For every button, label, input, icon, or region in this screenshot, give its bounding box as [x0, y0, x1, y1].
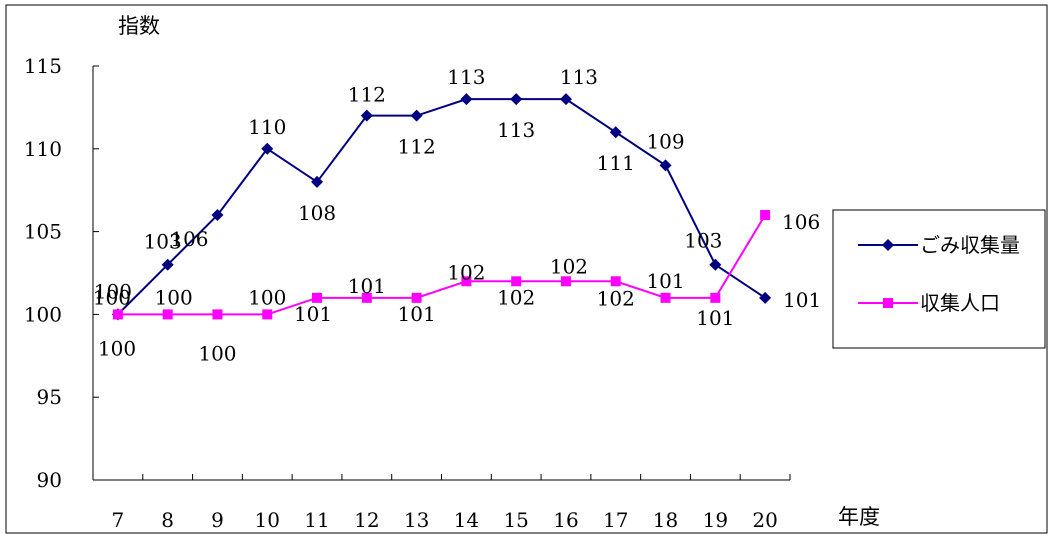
- y-tick-labels: 115 110 105 100 95 90: [24, 54, 62, 492]
- data-point: [261, 142, 274, 155]
- data-point: [510, 93, 523, 106]
- x-tick-label: 11: [304, 508, 329, 532]
- data-label: 103: [684, 229, 722, 253]
- data-label: 112: [398, 135, 436, 159]
- x-tick-label: 17: [603, 508, 628, 532]
- x-tick-label: 10: [255, 508, 280, 532]
- data-label: 100: [198, 341, 236, 365]
- data-point: [211, 209, 224, 222]
- data-point: [511, 276, 522, 287]
- x-tick-label: 14: [454, 508, 479, 532]
- data-label: 101: [294, 302, 332, 326]
- x-tick-label: 12: [354, 508, 379, 532]
- data-label: 102: [497, 285, 535, 309]
- data-point: [660, 292, 671, 303]
- y-tick-label: 110: [24, 137, 62, 161]
- data-label: 106: [782, 210, 820, 234]
- data-point: [759, 291, 772, 304]
- data-label: 103: [144, 230, 182, 254]
- data-label: 102: [447, 260, 485, 284]
- chart-border: [5, 4, 1048, 534]
- data-point: [760, 210, 771, 221]
- data-label: 100: [94, 279, 132, 303]
- data-label: 102: [597, 286, 635, 310]
- data-point: [361, 292, 372, 303]
- data-label: 113: [497, 118, 535, 142]
- data-point: [410, 109, 423, 122]
- data-label: 102: [550, 254, 588, 278]
- x-tick-label: 7: [112, 508, 125, 532]
- data-labels: 1001031061101081121121131131131111091031…: [93, 65, 821, 365]
- data-label: 101: [783, 288, 821, 312]
- y-tick-label: 105: [24, 220, 62, 244]
- y-tick-label: 90: [37, 468, 62, 492]
- data-label: 113: [447, 65, 485, 89]
- series-line-2: [117, 214, 766, 316]
- x-tick-label: 16: [553, 508, 578, 532]
- data-point: [312, 292, 323, 303]
- x-tick-label: 8: [161, 508, 174, 532]
- legend-label: ごみ収集量: [920, 233, 1020, 257]
- legend-swatch-marker: [882, 239, 894, 251]
- data-point: [710, 292, 721, 303]
- x-tick-label: 9: [211, 508, 224, 532]
- data-point: [560, 276, 571, 287]
- data-label: 100: [248, 285, 286, 309]
- data-label: 111: [597, 151, 635, 175]
- data-label: 101: [348, 274, 386, 298]
- data-label: 108: [298, 201, 336, 225]
- x-tick-label: 13: [404, 508, 429, 532]
- data-label: 106: [170, 227, 208, 251]
- legend-label: 収集人口: [920, 291, 1000, 315]
- x-tick-labels: 7 8 9 10 11 12 13 14 15 16 17 18 19 20: [112, 508, 778, 532]
- series-group: [111, 93, 772, 321]
- data-point: [559, 93, 572, 106]
- data-label: 100: [93, 285, 131, 309]
- x-tick-label: 15: [503, 508, 528, 532]
- data-point: [162, 309, 173, 320]
- legend-swatch-marker: [883, 298, 893, 308]
- y-tick-label: 100: [24, 302, 62, 326]
- x-axis-label: 年度: [838, 505, 880, 529]
- data-label: 100: [98, 336, 136, 360]
- x-tick-label: 19: [703, 508, 728, 532]
- data-point: [161, 258, 174, 271]
- y-axis-label: 指数: [118, 14, 160, 38]
- data-label: 112: [348, 83, 386, 107]
- data-point: [212, 309, 223, 320]
- data-label: 101: [646, 269, 684, 293]
- data-label: 113: [560, 65, 598, 89]
- data-point: [360, 109, 373, 122]
- data-point: [411, 292, 422, 303]
- data-point: [461, 276, 472, 287]
- data-point: [659, 159, 672, 172]
- axes: [92, 65, 791, 481]
- legend-box: [832, 209, 1046, 349]
- y-tick-label: 115: [24, 54, 62, 78]
- data-label: 101: [398, 302, 436, 326]
- data-point: [460, 93, 473, 106]
- data-label: 110: [248, 115, 286, 139]
- y-tick-label: 95: [37, 385, 62, 409]
- data-point: [311, 175, 324, 188]
- data-point: [112, 309, 123, 320]
- data-label: 109: [646, 129, 684, 153]
- x-tick-label: 20: [752, 508, 777, 532]
- x-tick-label: 18: [653, 508, 678, 532]
- data-point: [610, 276, 621, 287]
- series-line-1: [117, 98, 766, 316]
- data-label: 101: [696, 306, 734, 330]
- data-label: 100: [155, 285, 193, 309]
- data-point: [609, 126, 622, 139]
- data-point: [709, 258, 722, 271]
- data-point: [262, 309, 273, 320]
